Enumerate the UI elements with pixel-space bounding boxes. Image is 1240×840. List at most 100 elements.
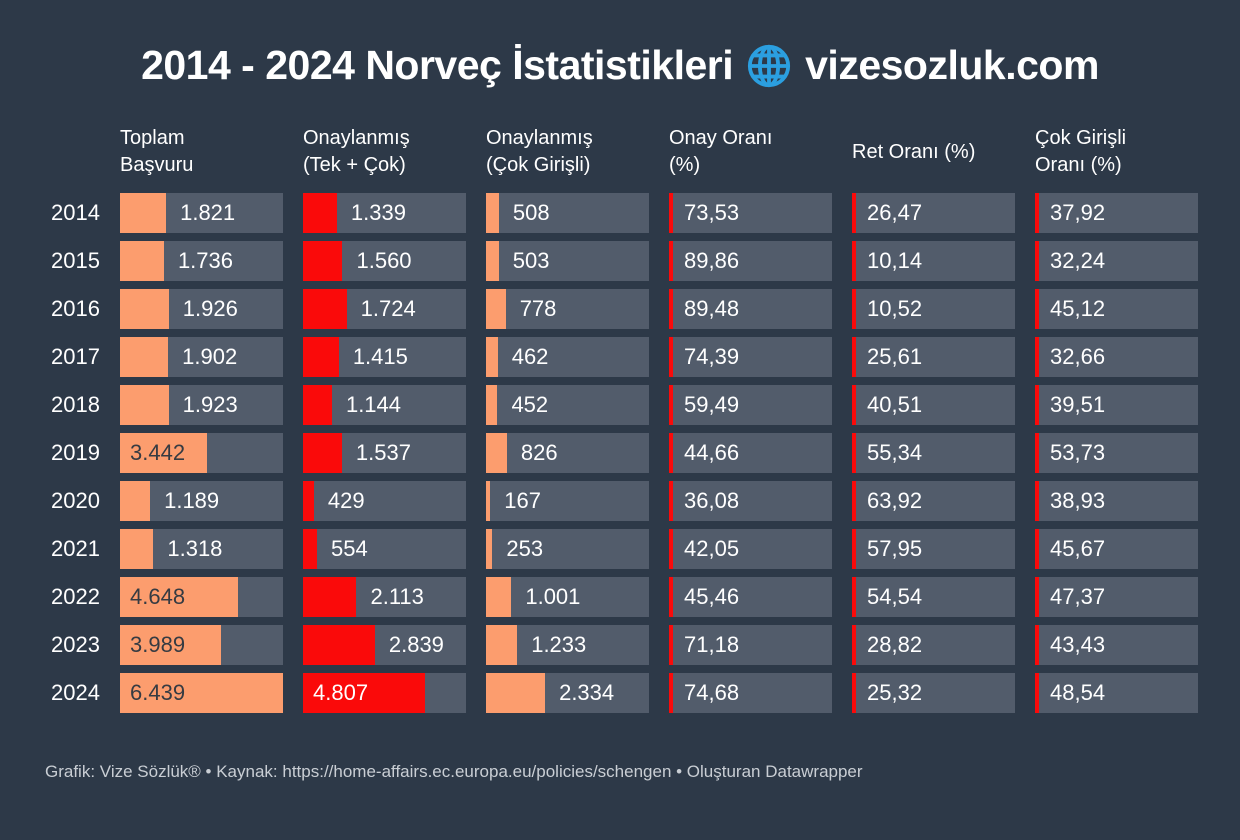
percent-label: 45,46 [684,584,740,609]
red-tick [669,385,673,425]
header-line: Toplam [120,127,185,149]
bar-cell: 1.926 [120,289,283,329]
row-year-label: 2023 [51,632,100,657]
percent-label: 63,92 [867,488,923,513]
bar-cell: 1.189 [120,481,283,521]
value-bar [120,241,164,281]
value-bar [120,673,283,713]
header-line: Çok Girişli [1035,127,1127,149]
percent-cell: 74,39 [669,337,832,377]
percent-label: 45,67 [1050,536,1106,561]
value-label: 4.807 [313,680,369,705]
red-tick [1035,241,1039,281]
percent-label: 10,14 [867,248,923,273]
red-tick [1035,481,1039,521]
percent-cell: 38,93 [1035,481,1198,521]
red-tick [1035,529,1039,569]
percent-cell: 71,18 [669,625,832,665]
red-tick [852,673,856,713]
column-header-onaylanmis-cok-girisli: Onaylanmış (Çok Girişli) [486,124,649,180]
percent-label: 47,37 [1050,584,1106,609]
red-tick [1035,625,1039,665]
bar-cell: 167 [486,481,649,521]
value-label: 1.560 [356,248,412,273]
value-label: 826 [520,440,558,465]
red-tick [669,673,673,713]
row-year-label: 2024 [51,680,100,705]
year-column-spacer [45,124,100,180]
percent-label: 32,24 [1050,248,1106,273]
value-bar [303,625,375,665]
row-year-label: 2014 [51,200,100,225]
value-label: 508 [512,200,550,225]
percent-cell: 25,61 [852,337,1015,377]
red-tick [852,433,856,473]
header-line: Oranı (%) [1035,154,1122,176]
value-label: 554 [331,536,368,561]
bar-cell: 253 [486,529,649,569]
value-label: 1.318 [167,536,223,561]
percent-label: 73,53 [684,200,740,225]
column-header-cok-girisli-orani: Çok Girişli Oranı (%) [1035,124,1198,180]
red-tick [852,385,856,425]
percent-cell: 89,48 [669,289,832,329]
percent-label: 39,51 [1050,392,1106,417]
bar-cell: 1.736 [120,241,283,281]
value-bar [486,529,493,569]
percent-label: 25,61 [867,344,923,369]
page-title: 2014 - 2024 Norveç İstatistikleri vizeso… [0,42,1240,89]
value-label: 3.989 [130,632,186,657]
title-text: 2014 - 2024 Norveç İstatistikleri [141,42,734,88]
table-row: 2015 1.736 1.560 503 89,86 10,14 32,24 [45,241,1198,281]
table-row: 2014 1.821 1.339 508 73,53 26,47 37,92 [45,193,1198,233]
bar-cell: 1.902 [120,337,283,377]
percent-cell: 73,53 [669,193,832,233]
row-year-label: 2022 [51,584,100,609]
value-bar [486,241,499,281]
red-tick [852,337,856,377]
header-line: (%) [669,154,701,176]
value-bar [486,577,512,617]
value-label: 452 [511,392,549,417]
percent-label: 57,95 [867,536,923,561]
percent-label: 43,43 [1050,632,1106,657]
value-bar [486,673,546,713]
percent-label: 89,86 [684,248,740,273]
value-bar [486,337,498,377]
red-tick [1035,433,1039,473]
value-label: 1.537 [355,440,411,465]
percent-label: 44,66 [684,440,740,465]
percent-cell: 59,49 [669,385,832,425]
value-bar [486,481,491,521]
table-row: 2023 3.989 2.839 1.233 71,18 28,82 43,43 [45,625,1198,665]
bar-cell: 6.439 [120,673,283,713]
bar-cell: 2.334 [486,673,649,713]
percent-label: 42,05 [684,536,740,561]
percent-cell: 40,51 [852,385,1015,425]
value-label: 6.439 [130,680,186,705]
value-bar [303,673,425,713]
value-bar [303,289,347,329]
red-tick [1035,289,1039,329]
percent-label: 37,92 [1050,200,1106,225]
row-year-label: 2020 [51,488,100,513]
red-tick [852,193,856,233]
column-header-ret-orani: Ret Oranı (%) [852,124,1015,180]
red-tick [1035,673,1039,713]
percent-cell: 54,54 [852,577,1015,617]
column-header-onaylanmis-tek-cok: Onaylanmış (Tek + Çok) [303,124,466,180]
value-bar [303,433,342,473]
red-tick [1035,577,1039,617]
red-tick [852,241,856,281]
percent-cell: 42,05 [669,529,832,569]
value-bar [120,193,167,233]
value-label: 1.415 [352,344,408,369]
percent-cell: 32,66 [1035,337,1198,377]
value-bar [120,385,169,425]
value-label: 2.113 [370,584,424,609]
value-label: 778 [519,296,557,321]
value-bar [486,433,507,473]
bar-cell: 3.989 [120,625,283,665]
red-tick [669,433,673,473]
red-tick [852,577,856,617]
